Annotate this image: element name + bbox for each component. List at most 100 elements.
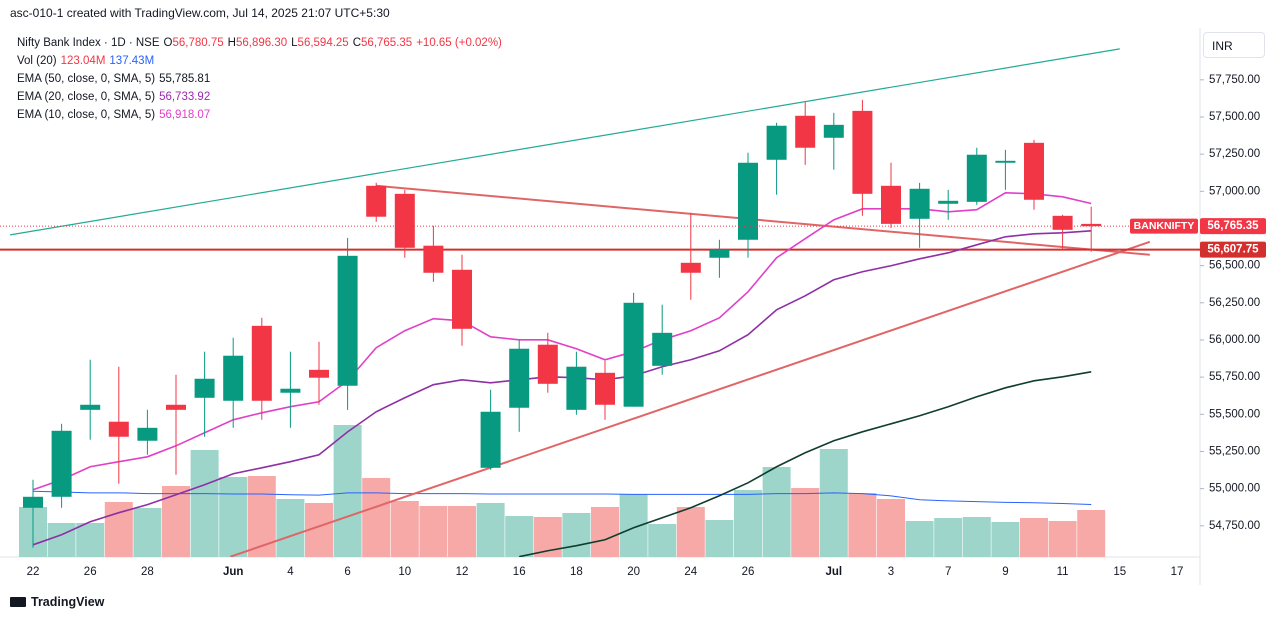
x-tick-label: 4: [287, 566, 294, 578]
ohlc-key: H: [227, 37, 236, 49]
caption: asc-010-1 created with TradingView.com, …: [10, 6, 390, 20]
candle-body: [995, 160, 1016, 163]
candle-body: [680, 262, 701, 273]
volume-bar: [219, 476, 248, 557]
last-price-box: [1200, 218, 1266, 235]
candle-body: [251, 325, 272, 401]
y-tick-label: 55,000.00: [1209, 483, 1260, 495]
legend-row: Vol (20) 123.04M 137.43M: [17, 52, 506, 70]
volume-bar: [390, 500, 419, 557]
candle-body: [366, 185, 387, 217]
candle-body: [108, 421, 129, 437]
volume-bar: [648, 523, 677, 557]
y-tick-label: 55,500.00: [1209, 408, 1260, 420]
trend-line: [376, 184, 1150, 256]
volume-bar: [934, 517, 963, 557]
study-name: EMA (20, close, 0, SMA, 5): [17, 91, 156, 103]
candle-body: [823, 124, 844, 138]
volume-bar: [762, 466, 791, 557]
legend-row: EMA (20, close, 0, SMA, 5) 56,733.92: [17, 88, 506, 106]
y-tick-label: 57,250.00: [1209, 148, 1260, 160]
ohlc-value: 56,765.35: [361, 37, 413, 49]
x-tick-label: Jun: [223, 566, 243, 578]
x-tick-label: 26: [742, 566, 755, 578]
volume-bar: [991, 522, 1020, 557]
volume-bar: [1077, 509, 1106, 557]
ohlc-key: L: [291, 37, 298, 49]
volume-bar: [791, 488, 820, 557]
study-name: Vol (20): [17, 55, 57, 67]
x-tick-label: Jul: [825, 566, 842, 578]
change: +10.65 (+0.02%): [416, 37, 502, 49]
ohlc-key: O: [163, 37, 173, 49]
volume-bar: [676, 506, 705, 557]
legend-row: EMA (10, close, 0, SMA, 5) 56,918.07: [17, 106, 506, 124]
candle-body: [938, 200, 959, 204]
study-name: EMA (50, close, 0, SMA, 5): [17, 73, 156, 85]
x-tick-label: 15: [1113, 566, 1126, 578]
candle-body: [766, 125, 787, 160]
volume-bar: [562, 512, 591, 557]
volume-bar: [905, 521, 934, 557]
ohlc-value: 56,594.25: [297, 37, 349, 49]
volume-bar: [619, 493, 648, 557]
symbol-label: BANKNIFTY: [1134, 220, 1195, 232]
candle-body: [537, 344, 558, 384]
volume-bar: [419, 505, 448, 557]
x-tick-label: 7: [945, 566, 951, 578]
brand: TradingView: [10, 595, 104, 609]
candle-body: [337, 255, 358, 386]
x-tick-label: 12: [456, 566, 469, 578]
candle-body: [1024, 142, 1044, 200]
hline-price-label: 56,607.75: [1207, 244, 1259, 256]
brand-name: TradingView: [31, 595, 105, 609]
trend-line: [10, 48, 1120, 236]
candle-body: [852, 110, 873, 194]
ohlc-key: C: [352, 37, 362, 49]
study-value: 137.43M: [109, 55, 155, 67]
x-tick-label: 9: [1002, 566, 1008, 578]
x-tick-label: 17: [1171, 566, 1184, 578]
y-tick-label: 57,000.00: [1209, 185, 1260, 197]
candle-body: [280, 388, 301, 393]
legend-row: EMA (50, close, 0, SMA, 5) 55,785.81: [17, 70, 506, 88]
volume-sma-line: [32, 490, 1092, 505]
symbol-name: Nifty Bank Index · 1D · NSE: [17, 37, 160, 49]
ema-line: [32, 230, 1092, 546]
ema-line: [519, 371, 1092, 557]
candle-body: [480, 411, 501, 468]
x-tick-label: 10: [398, 566, 411, 578]
volume-bar: [276, 499, 305, 557]
candle-body: [966, 154, 987, 202]
volume-bar: [104, 501, 133, 557]
candle-body: [595, 372, 615, 405]
y-tick-label: 54,750.00: [1209, 520, 1260, 532]
candle-body: [51, 430, 72, 497]
symbol-label-box: [1130, 218, 1198, 234]
ohlc-value: 56,896.30: [235, 37, 288, 49]
candle-body: [309, 369, 329, 378]
x-tick-label: 18: [570, 566, 583, 578]
volume-bar: [333, 425, 362, 557]
ema-line: [32, 191, 1092, 491]
x-tick-label: 6: [344, 566, 350, 578]
x-tick-label: 22: [27, 566, 40, 578]
trend-line: [230, 240, 1151, 557]
candle-body: [566, 366, 587, 410]
legend: Nifty Bank Index · 1D · NSE O56,780.75 H56…: [17, 34, 506, 124]
x-tick-label: 26: [84, 566, 97, 578]
y-tick-label: 56,250.00: [1209, 297, 1260, 309]
y-tick-label: 55,250.00: [1209, 445, 1260, 457]
study-value: 55,785.81: [159, 73, 211, 85]
volume-bar: [362, 477, 391, 557]
volume-bar: [962, 516, 991, 557]
volume-bar: [848, 493, 877, 557]
legend-row: Nifty Bank Index · 1D · NSE O56,780.75 H56…: [17, 34, 506, 52]
candle-body: [166, 404, 186, 410]
x-tick-label: 20: [627, 566, 640, 578]
currency-button[interactable]: INR: [1203, 32, 1265, 58]
y-tick-label: 55,750.00: [1209, 371, 1260, 383]
candle-body: [909, 188, 930, 219]
